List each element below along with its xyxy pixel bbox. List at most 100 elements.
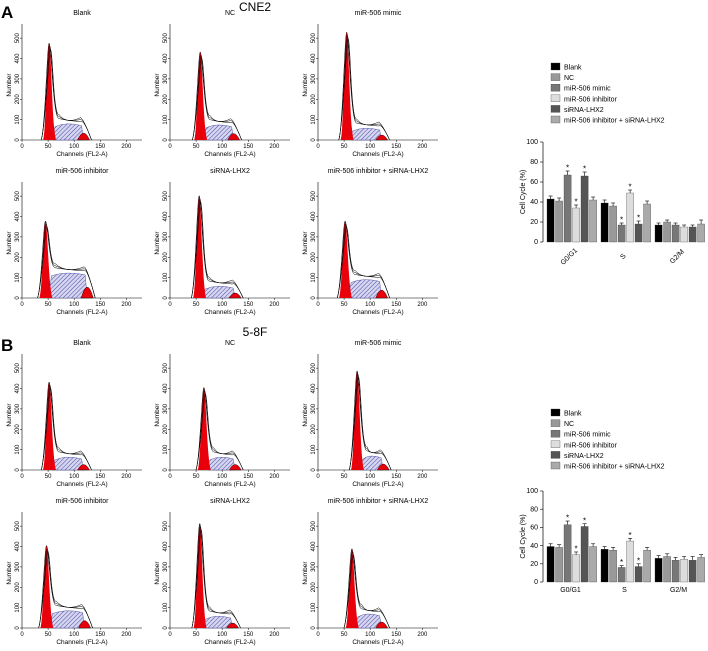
y-tick-label: 100 [311,114,317,125]
bar [600,202,609,243]
bar-y-tick-label: 100 [526,139,538,146]
histogram-a-5: siRNA-LHX2 0 50 100 150 200 0 100 200 300 400 500 Ch… [154,168,290,316]
y-tick-label: 300 [15,561,21,572]
legend-swatch [550,105,561,113]
x-tick-label: 50 [341,144,348,150]
panel-b-title: 5-8F [243,325,268,339]
histogram-trace [37,223,96,299]
histogram-a-2: NC 0 50 100 150 200 0 100 200 300 400 500 Channels (… [154,10,290,158]
y-tick-label: 0 [15,138,21,142]
x-axis-label: Channels (FL2-A) [204,639,255,646]
y-axis-label: Number [154,561,161,585]
s-phase-region [202,616,233,629]
y-axis-label: Number [6,561,13,585]
x-tick-label: 100 [217,144,228,150]
bar-y-tick-label: 20 [530,561,538,568]
g1-peak [40,545,54,628]
y-axis-label: Number [302,73,309,97]
bar [609,205,617,243]
y-tick-label: 200 [15,94,21,105]
y-tick-label: 400 [15,541,21,552]
y-tick-label: 400 [15,211,21,222]
y-tick-label: 400 [311,53,317,64]
bar [626,192,634,243]
x-tick-label: 0 [316,144,320,150]
s-phase-region [354,613,382,629]
y-tick-label: 500 [311,32,317,43]
y-tick-label: 0 [15,296,21,300]
y-tick-label: 100 [15,602,21,613]
y-tick-label: 200 [311,252,317,263]
x-tick-label: 100 [69,144,80,150]
histogram-trace [40,42,92,141]
x-tick-label: 100 [365,302,376,308]
y-tick-label: 300 [15,403,21,414]
x-tick-label: 150 [391,302,402,308]
y-tick-label: 0 [163,296,169,300]
x-tick-label: 200 [121,144,132,150]
histogram-title: miR-506 mimic [355,340,402,347]
y-tick-label: 400 [163,53,169,64]
y-tick-label: 300 [15,231,21,242]
x-tick-label: 50 [45,632,52,638]
category-label: S [622,587,627,594]
bar [600,549,609,583]
s-phase-region [359,455,384,471]
g1-peak [345,548,359,628]
histogram-a-1: Blank 0 50 100 150 200 0 100 200 300 400 500 Channel… [6,10,142,158]
bar-y-tick-label: 80 [530,159,538,166]
x-tick-label: 150 [95,302,106,308]
x-tick-label: 150 [243,632,254,638]
bar [697,557,705,583]
x-tick-label: 50 [45,302,52,308]
x-tick-label: 150 [391,144,402,150]
legend-label: miR-506 inhibitor [564,96,618,103]
x-tick-label: 150 [243,144,254,150]
histogram-trace [336,226,390,299]
histogram-b-6: miR-506 inhibitor + siRNA-LHX2 0 50 100 150 2… [302,498,438,646]
bar [572,207,580,243]
histogram-a-6: miR-506 inhibitor + siRNA-LHX2 0 50 100 150 2… [302,168,438,316]
histogram-trace [343,554,390,629]
y-tick-label: 500 [311,362,317,373]
s-phase-region [347,279,382,299]
y-tick-label: 400 [311,383,317,394]
g1-peak [194,52,208,140]
histogram-title: miR-506 inhibitor [56,168,110,175]
x-axis-label: Channels (FL2-A) [204,481,255,488]
histogram-a-4: miR-506 inhibitor 0 50 100 150 200 0 100 200 300 4… [6,168,142,316]
legend-swatch [550,94,561,102]
bar [563,174,572,243]
histogram-b-5: siRNA-LHX2 0 50 100 150 200 0 100 200 300 400 500 Ch… [154,498,290,646]
y-tick-label: 200 [163,94,169,105]
legend-swatch [550,73,561,81]
y-tick-label: 300 [15,73,21,84]
s-phase-region [349,128,382,141]
significance-star: * [629,183,632,192]
y-tick-label: 200 [15,582,21,593]
bar-y-axis-label: Cell Cycle (%) [520,170,527,214]
y-tick-label: 300 [163,231,169,242]
x-tick-label: 100 [217,474,228,480]
s-phase-region [51,123,84,141]
y-tick-label: 100 [311,272,317,283]
g2-peak [77,464,90,471]
x-tick-label: 0 [316,474,320,480]
significance-star: * [620,558,623,567]
legend-label: Blank [564,65,582,72]
histogram-title: miR-506 inhibitor [56,498,110,505]
x-axis-label: Channels (FL2-A) [352,309,403,316]
x-tick-label: 0 [20,144,24,150]
y-tick-label: 100 [163,114,169,125]
histogram-title: Blank [73,10,91,17]
y-tick-label: 300 [311,561,317,572]
legend-label: miR-506 mimic [564,432,611,439]
y-tick-label: 200 [15,424,21,435]
y-axis-label: Number [154,403,161,427]
histogram-title: NC [225,340,235,347]
legend-swatch [550,84,561,92]
y-tick-label: 200 [311,424,317,435]
histogram-trace [191,529,241,629]
